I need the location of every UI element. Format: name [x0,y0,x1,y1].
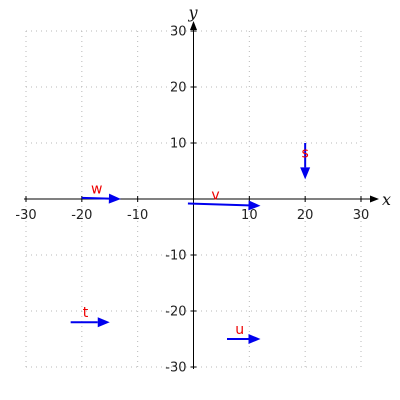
vector-label: w [91,181,102,197]
x-axis-arrowhead [370,195,379,203]
x-tick-label: -30 [15,208,36,223]
axes [24,21,379,369]
vector-label: t [83,305,89,321]
vector-label: v [211,188,219,204]
vector-shaft [81,196,109,200]
y-tick-label: 10 [170,137,187,152]
vector-s: s [300,143,311,180]
x-tick-label: -10 [127,208,148,223]
vector-u: u [227,322,261,344]
x-tick-label: -20 [71,208,92,223]
y-tick-label: -20 [165,305,186,320]
x-tick-label: 20 [297,208,314,223]
vector-v: v [187,188,261,211]
vector-label: s [302,146,309,162]
vector-arrowhead [97,317,110,328]
vector-arrowhead [108,193,121,204]
vector-arrowhead [248,200,261,211]
ticks: -30 -20 -10 10 20 30 -30 -20 -10 10 20 30 [15,25,369,376]
y-tick-label: 30 [170,25,187,40]
x-tick-label: 30 [353,208,370,223]
y-tick-label: -30 [165,361,186,376]
x-axis-label: x [382,190,391,209]
vectors: w v s t u [70,143,311,344]
vector-label: u [235,322,244,338]
y-axis-arrowhead [190,21,197,30]
y-tick-label: -10 [165,249,186,264]
vector-t: t [70,305,110,328]
y-tick-label: 20 [170,81,187,96]
grid [25,30,362,368]
vector-arrowhead [248,334,261,344]
x-tick-label: 10 [241,208,258,223]
vector-w: w [81,181,121,204]
vector-arrowhead [300,167,311,180]
y-axis-label: y [188,3,199,22]
vector-shaft [187,202,249,207]
